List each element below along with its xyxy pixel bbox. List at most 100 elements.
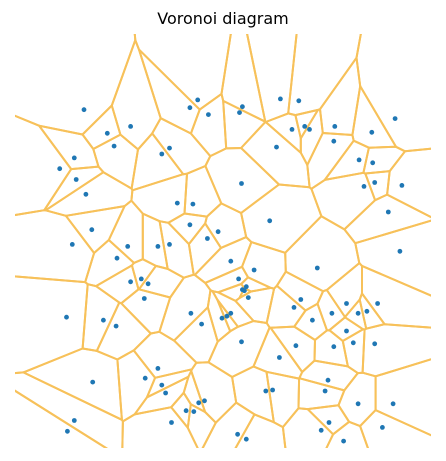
voronoi-point <box>219 315 225 321</box>
voronoi-point <box>364 308 370 314</box>
voronoi-cell <box>158 220 195 279</box>
voronoi-cell <box>44 171 134 217</box>
voronoi-point <box>251 267 257 273</box>
voronoi-point <box>356 157 362 163</box>
voronoi-point <box>71 155 77 161</box>
voronoi-cell <box>130 258 157 291</box>
voronoi-point <box>291 305 297 310</box>
voronoi-cell <box>130 172 188 224</box>
voronoi-point <box>318 427 324 433</box>
voronoi-point <box>239 181 244 186</box>
voronoi-point <box>240 287 245 293</box>
voronoi-point <box>174 200 180 206</box>
voronoi-point <box>190 201 196 207</box>
voronoi-point <box>83 191 89 197</box>
voronoi-point <box>355 310 361 316</box>
voronoi-cell <box>281 407 335 451</box>
voronoi-cell <box>306 132 355 190</box>
voronoi-point <box>293 343 299 349</box>
voronoi-point <box>228 310 234 316</box>
voronoi-point <box>372 180 378 185</box>
voronoi-point <box>224 313 230 319</box>
voronoi-point <box>163 390 169 396</box>
voronoi-cell <box>22 347 123 421</box>
voronoi-point <box>331 344 337 350</box>
voronoi-point <box>90 379 96 385</box>
voronoi-point <box>191 409 197 414</box>
voronoi-point <box>350 340 356 346</box>
voronoi-point <box>263 388 269 394</box>
voronoi-cell <box>324 420 370 451</box>
voronoi-point <box>302 124 308 129</box>
voronoi-edges <box>11 30 435 452</box>
voronoi-point <box>159 382 165 388</box>
voronoi-point <box>372 341 378 347</box>
voronoi-point <box>237 110 242 115</box>
voronoi-point <box>111 143 117 149</box>
voronoi-point <box>187 222 193 228</box>
voronoi-point <box>57 166 63 172</box>
voronoi-cell <box>38 124 100 171</box>
voronoi-point <box>314 265 320 271</box>
voronoi-point <box>239 339 244 345</box>
voronoi-point <box>215 229 221 235</box>
voronoi-point <box>361 184 367 189</box>
voronoi-point <box>325 377 331 383</box>
voronoi-point <box>188 310 194 316</box>
voronoi-point <box>307 126 312 132</box>
voronoi-point <box>71 418 77 423</box>
voronoi-point <box>187 105 193 111</box>
voronoi-cell <box>12 31 137 136</box>
voronoi-point <box>141 296 147 301</box>
voronoi-point <box>355 401 361 407</box>
voronoi-point <box>138 276 144 282</box>
voronoi-point <box>101 317 106 323</box>
voronoi-point <box>243 436 249 442</box>
voronoi-point <box>274 144 279 150</box>
voronoi-point <box>155 244 161 249</box>
voronoi-cell <box>12 209 96 284</box>
voronoi-point <box>195 97 201 103</box>
voronoi-cell <box>95 264 140 305</box>
voronoi-cell <box>374 357 434 438</box>
voronoi-point <box>167 242 172 247</box>
voronoi-cell <box>386 147 434 220</box>
voronoi-point <box>310 317 315 323</box>
voronoi-cell <box>359 409 434 451</box>
voronoi-cell <box>284 215 361 293</box>
voronoi-cell <box>12 275 89 375</box>
voronoi-cell <box>138 48 201 135</box>
voronoi-point <box>235 431 241 437</box>
voronoi-point <box>278 96 283 102</box>
voronoi-cell <box>138 264 185 299</box>
voronoi-cell <box>204 202 248 249</box>
voronoi-point <box>375 301 380 306</box>
voronoi-point <box>344 301 349 306</box>
voronoi-cell <box>200 401 256 451</box>
voronoi-point <box>243 284 249 290</box>
voronoi-point <box>199 321 205 327</box>
voronoi-cell <box>325 262 363 318</box>
voronoi-point <box>341 438 346 444</box>
voronoi-point <box>289 126 295 132</box>
voronoi-point <box>113 323 119 329</box>
voronoi-point <box>228 258 234 264</box>
voronoi-point <box>267 218 273 224</box>
voronoi-cell <box>355 31 434 153</box>
voronoi-point <box>370 160 376 166</box>
voronoi-point <box>270 387 275 393</box>
voronoi-cell <box>351 85 397 149</box>
voronoi-point <box>104 130 110 136</box>
voronoi-point <box>331 138 337 144</box>
voronoi-point <box>69 242 75 247</box>
voronoi-points <box>57 96 405 444</box>
voronoi-point <box>206 112 211 117</box>
voronoi-cell <box>12 371 124 451</box>
voronoi-point <box>392 116 398 121</box>
voronoi-point <box>145 281 151 287</box>
voronoi-point <box>89 227 95 233</box>
voronoi-cell <box>337 371 377 428</box>
voronoi-cell <box>204 147 280 214</box>
voronoi-point <box>205 236 210 241</box>
voronoi-point <box>390 401 396 407</box>
